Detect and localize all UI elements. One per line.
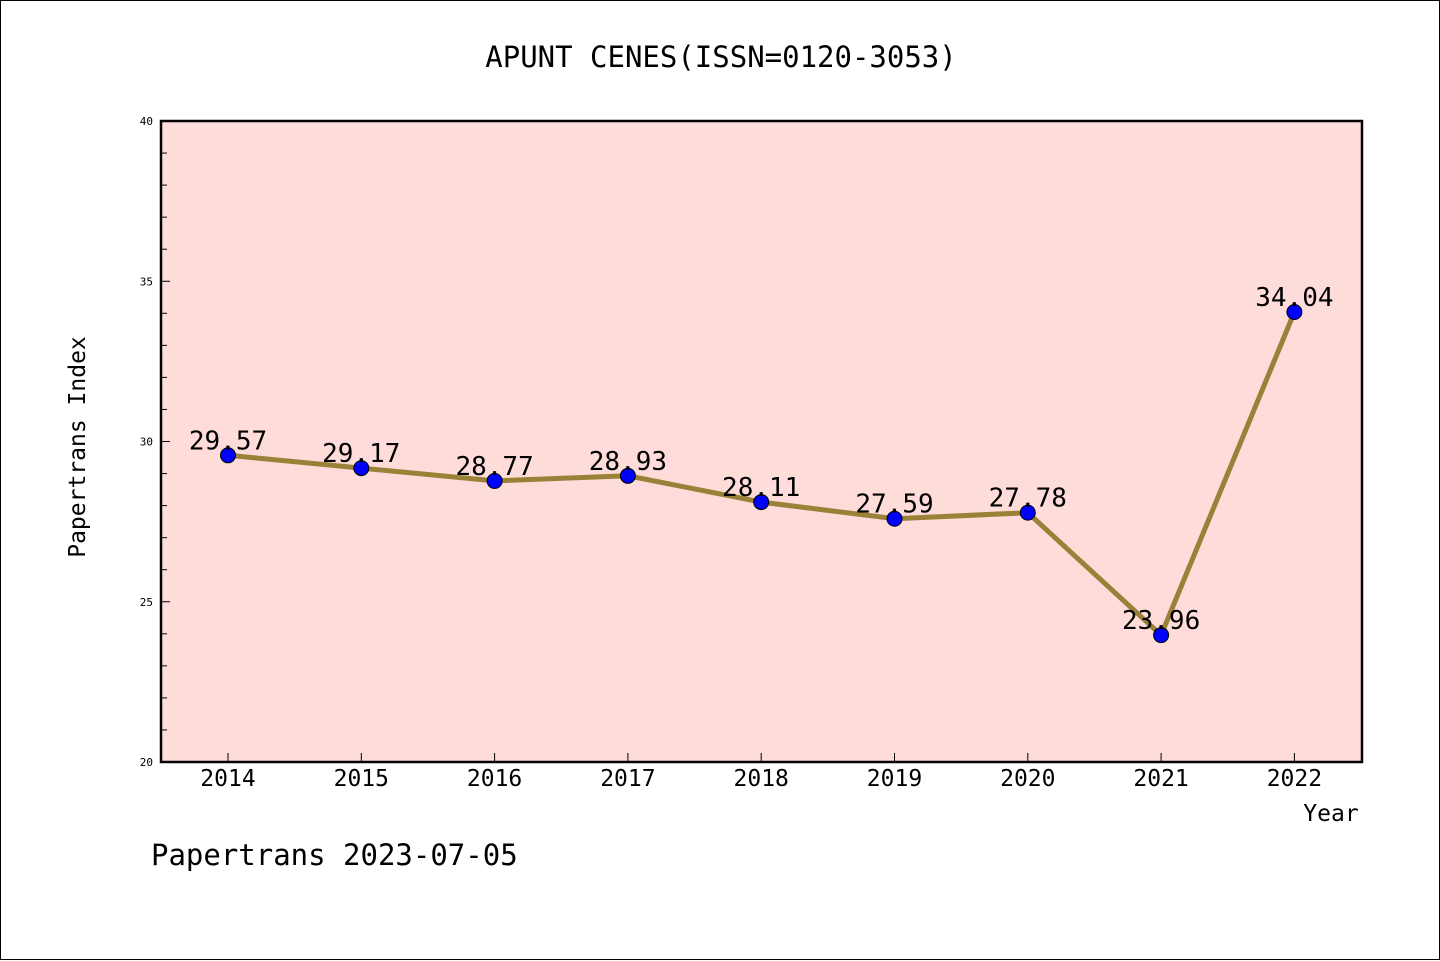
data-label: 34.04 bbox=[1255, 283, 1333, 313]
y-tick-label: 20 bbox=[140, 756, 153, 769]
plot-border bbox=[159, 119, 1364, 764]
data-point bbox=[486, 472, 503, 489]
data-label-group: 29.57 29.17 28.77 28.93 28.11 27.59 27.78 23.96… bbox=[189, 283, 1334, 636]
data-point-group bbox=[220, 304, 1303, 644]
data-label: 28.77 bbox=[455, 452, 533, 482]
data-label: 29.57 bbox=[189, 426, 267, 456]
plot-area bbox=[161, 121, 1362, 762]
x-tick-label: 2014 bbox=[200, 766, 255, 792]
x-tick-label: 2021 bbox=[1133, 766, 1188, 792]
data-point bbox=[353, 460, 370, 477]
x-tick-label: 2015 bbox=[334, 766, 389, 792]
x-tick-label: 2016 bbox=[467, 766, 522, 792]
x-tick-label: 2020 bbox=[1000, 766, 1055, 792]
data-point bbox=[886, 510, 903, 527]
data-label: 27.59 bbox=[855, 490, 933, 520]
data-point bbox=[753, 494, 770, 511]
data-point bbox=[220, 447, 236, 464]
data-point bbox=[1153, 627, 1170, 644]
data-label: 27.78 bbox=[989, 484, 1067, 514]
x-axis-label: Year bbox=[1303, 801, 1358, 827]
y-axis-label: Papertrans Index bbox=[65, 336, 91, 558]
data-label: 29.17 bbox=[322, 439, 400, 469]
y-tick-label: 30 bbox=[140, 436, 153, 449]
data-label: 28.93 bbox=[589, 447, 667, 477]
chart-title: APUNT CENES(ISSN=0120-3053) bbox=[485, 40, 956, 74]
data-point bbox=[1019, 504, 1036, 521]
y-tick-label: 40 bbox=[140, 115, 153, 128]
data-point bbox=[619, 467, 636, 484]
y-tick-label: 25 bbox=[140, 596, 153, 609]
data-label: 23.96 bbox=[1122, 606, 1200, 636]
x-tick-label: 2018 bbox=[734, 766, 789, 792]
x-tick-label: 2019 bbox=[867, 766, 922, 792]
footer-text: Papertrans 2023-07-05 bbox=[151, 838, 518, 872]
data-label: 28.11 bbox=[722, 473, 800, 503]
x-tick-label: 2017 bbox=[600, 766, 655, 792]
y-tick-label: 35 bbox=[140, 275, 153, 288]
x-axis: 2014 2015 2016 2017 2018 2019 2020 2021 2022 bbox=[200, 753, 1322, 792]
x-tick-label: 2022 bbox=[1267, 766, 1322, 792]
data-point bbox=[1286, 304, 1303, 321]
